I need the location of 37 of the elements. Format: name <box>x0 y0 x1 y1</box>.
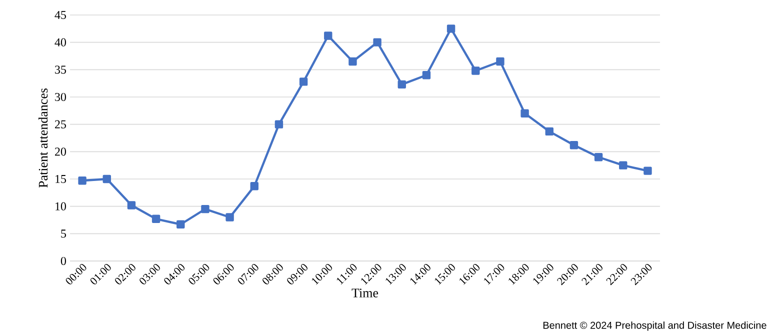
point <box>594 153 603 162</box>
point <box>398 80 406 89</box>
y-tick-label: 15 <box>56 174 66 184</box>
point <box>299 78 308 86</box>
point <box>644 166 652 175</box>
y-tick-label: 45 <box>54 10 66 19</box>
point <box>274 120 284 128</box>
point <box>201 204 210 214</box>
point <box>152 214 160 224</box>
y-tick-label: 20 <box>55 148 66 156</box>
y-axis-title: Patient attendances <box>38 88 48 188</box>
y-tick-label: 35 <box>55 66 66 74</box>
text: Bennett © 2024 Prehospital and Disaster Medicine <box>543 321 766 331</box>
point <box>176 220 185 228</box>
x-axis-title: Time <box>352 288 378 298</box>
point <box>127 201 136 210</box>
point <box>619 161 628 170</box>
point <box>472 66 480 75</box>
point <box>324 32 332 40</box>
y-tick-label: 0 <box>60 256 66 266</box>
point <box>570 141 578 150</box>
point <box>446 24 456 33</box>
y-tick-label: 10 <box>56 202 66 210</box>
point <box>520 109 529 118</box>
point <box>373 38 382 46</box>
y-tick-label: 40 <box>54 38 66 46</box>
point <box>78 176 86 185</box>
point <box>496 57 504 66</box>
y-tick-label: 30 <box>55 92 66 102</box>
point <box>348 57 357 66</box>
y-tick-label: 5 <box>61 230 66 238</box>
point <box>226 213 234 222</box>
point <box>422 71 431 80</box>
point <box>250 182 258 190</box>
y-tick-label: 25 <box>55 120 66 128</box>
point <box>545 127 554 136</box>
point <box>102 174 111 184</box>
